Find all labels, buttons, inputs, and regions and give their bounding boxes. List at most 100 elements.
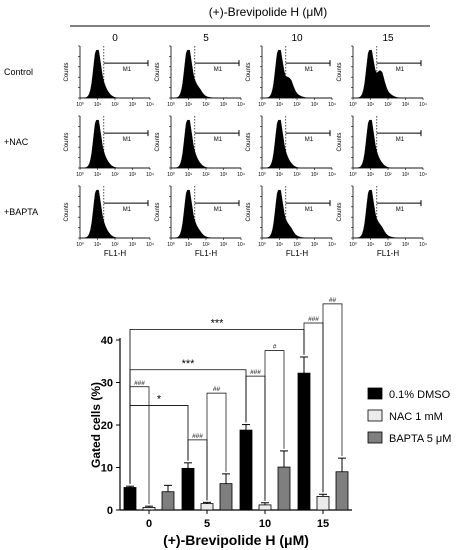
- histogram-x-tick-label: 10²: [384, 172, 392, 178]
- histogram-x-tick-label: 10⁴: [328, 102, 336, 108]
- histogram-x-tick-label: 10⁰: [167, 172, 175, 178]
- row-label: Control: [4, 67, 33, 77]
- histogram-x-tick-label: 10⁴: [146, 102, 154, 108]
- column-label: 5: [203, 33, 209, 44]
- histogram-y-label: Counts: [155, 202, 161, 221]
- bar: [219, 483, 233, 511]
- histogram-x-tick-label: 10¹: [94, 172, 102, 178]
- histogram-x-label: FL1-H: [104, 249, 126, 258]
- histogram-x-tick-label: 10¹: [276, 242, 284, 248]
- histogram-y-label: Counts: [64, 132, 70, 151]
- bapta-significance-label: ##: [329, 297, 337, 304]
- significance-bracket: [129, 328, 305, 484]
- bapta-significance-label: ##: [213, 386, 221, 393]
- histogram-x-tick-label: 10¹: [185, 102, 193, 108]
- nac-bracket: [129, 386, 150, 505]
- histogram-x-tick-label: 10⁰: [258, 242, 266, 248]
- histogram-x-tick-label: 10²: [384, 242, 392, 248]
- histogram-title: (+)-Brevipolide H (μM): [209, 5, 328, 19]
- histogram-y-label: Counts: [155, 62, 161, 81]
- histogram-x-tick-label: 10²: [202, 242, 210, 248]
- histogram-x-tick-label: 10⁴: [419, 102, 427, 108]
- histogram-y-label: Counts: [246, 132, 252, 151]
- bar: [142, 507, 156, 511]
- histogram-curve: [352, 189, 423, 239]
- histogram-x-tick-label: 10⁴: [237, 242, 245, 248]
- legend-swatch: [367, 409, 383, 422]
- histogram-x-tick-label: 10⁰: [349, 102, 357, 108]
- bar: [161, 491, 175, 511]
- histogram-curve: [79, 119, 150, 169]
- histogram-curve: [261, 119, 332, 169]
- histogram-x-tick-label: 10²: [111, 102, 119, 108]
- histogram-x-tick-label: 10⁴: [146, 172, 154, 178]
- histogram-y-label: Counts: [246, 202, 252, 221]
- histogram-x-tick-label: 10⁰: [349, 242, 357, 248]
- histogram-y-label: Counts: [246, 62, 252, 81]
- gate-label: M1: [305, 137, 314, 143]
- bapta-bracket: [322, 303, 343, 493]
- gate-label: M1: [123, 137, 132, 143]
- histogram-curve: [170, 189, 241, 239]
- histogram-x-tick-label: 10³: [129, 102, 137, 108]
- bar: [200, 503, 214, 511]
- histogram-x-tick-label: 10³: [220, 172, 228, 178]
- histogram-x-tick-label: 10³: [220, 102, 228, 108]
- histogram-x-tick-label: 10¹: [276, 172, 284, 178]
- histogram-y-label: Counts: [155, 132, 161, 151]
- histogram-x-tick-label: 10¹: [367, 172, 375, 178]
- histogram-x-tick-label: 10³: [402, 242, 410, 248]
- histogram-x-tick-label: 10⁰: [349, 172, 357, 178]
- bar-y-tick-label: 10: [101, 463, 113, 475]
- histogram-x-tick-label: 10²: [293, 242, 301, 248]
- bar: [258, 504, 272, 511]
- significance-bracket: [129, 405, 189, 484]
- gate-label: M1: [123, 67, 132, 73]
- legend-swatch: [367, 387, 383, 400]
- histogram-x-tick-label: 10¹: [276, 102, 284, 108]
- bar-y-tick-label: 20: [101, 420, 113, 432]
- histogram-y-label: Counts: [337, 132, 343, 151]
- gate-label: M1: [396, 207, 405, 213]
- column-label: 0: [112, 33, 118, 44]
- histogram-x-tick-label: 10⁴: [237, 172, 245, 178]
- legend-label: BAPTA 5 μM: [389, 433, 451, 445]
- histogram-curve: [79, 189, 150, 239]
- histogram-x-tick-label: 10²: [293, 172, 301, 178]
- significance-label: *: [157, 393, 162, 405]
- gate-label: M1: [214, 137, 223, 143]
- gate-label: M1: [396, 67, 405, 73]
- histogram-curve: [261, 189, 332, 239]
- bapta-bracket: [206, 392, 227, 501]
- histogram-x-tick-label: 10³: [402, 172, 410, 178]
- bar-x-tick-label: 0: [146, 518, 152, 530]
- histogram-curve: [352, 49, 423, 99]
- histogram-x-tick-label: 10⁴: [419, 242, 427, 248]
- histogram-x-label: FL1-H: [286, 249, 308, 258]
- bar-x-label: (+)-Brevipolide H (μM): [163, 532, 309, 548]
- histogram-x-tick-label: 10³: [311, 242, 319, 248]
- histogram-x-tick-label: 10⁰: [76, 102, 84, 108]
- histogram-x-tick-label: 10⁴: [328, 242, 336, 248]
- histogram-x-tick-label: 10⁴: [419, 172, 427, 178]
- histogram-curve: [170, 119, 241, 169]
- legend-label: 0.1% DMSO: [389, 389, 451, 401]
- histogram-x-tick-label: 10¹: [185, 242, 193, 248]
- bar: [277, 466, 291, 511]
- bar-x-tick-label: 15: [317, 518, 329, 530]
- gate-label: M1: [123, 207, 132, 213]
- histogram-x-tick-label: 10³: [311, 172, 319, 178]
- histogram-grid: 0 5 10 15 Control +NAC +BAPTA Counts 10⁰ 10¹ 10² 10…: [4, 33, 427, 258]
- histogram-x-tick-label: 10³: [220, 242, 228, 248]
- nac-significance-label: ###: [250, 369, 261, 376]
- histogram-curve: [79, 49, 150, 99]
- gate-label: M1: [214, 207, 223, 213]
- histogram-x-tick-label: 10²: [111, 172, 119, 178]
- histogram-x-tick-label: 10¹: [185, 172, 193, 178]
- bapta-bracket: [264, 350, 285, 501]
- bar: [335, 471, 349, 511]
- legend-swatch: [367, 431, 383, 444]
- histogram-x-tick-label: 10³: [129, 242, 137, 248]
- bar-y-label: Gated cells (%): [89, 382, 103, 468]
